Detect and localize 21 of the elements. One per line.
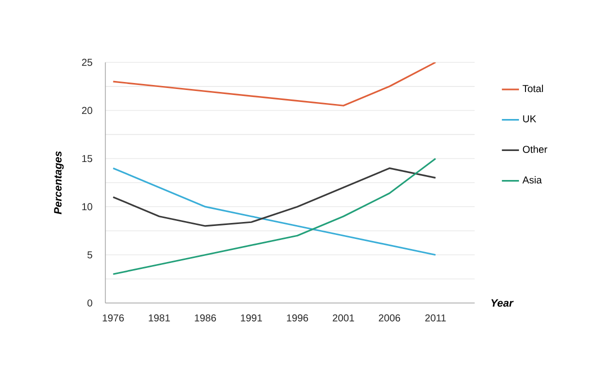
line-series	[112, 167, 436, 227]
y-tick-label: 25	[82, 58, 92, 66]
y-axis-title: Percentages	[54, 151, 64, 214]
y-tick-label: 15	[82, 155, 92, 162]
y-tick-label: 5	[87, 251, 92, 258]
legend-label: UK	[523, 115, 536, 122]
x-axis-title: Year	[491, 299, 514, 307]
x-tick-label: 1986	[194, 314, 216, 322]
x-tick-label: 1976	[102, 314, 124, 322]
x-tick-label: 2011	[425, 314, 446, 322]
y-tick-label: 20	[82, 106, 92, 114]
x-tick-label: 2001	[332, 314, 354, 322]
legend-label: Other	[522, 146, 548, 153]
x-tick-label: 1981	[148, 314, 170, 322]
legend-label: Asia	[522, 176, 542, 184]
x-tick-label: 1991	[240, 314, 262, 322]
y-tick-label: 0	[87, 299, 92, 307]
x-tick-label: 2006	[378, 314, 400, 322]
x-tick-label: 1996	[287, 314, 308, 322]
y-tick-label: 10	[82, 203, 92, 210]
legend-label: Total	[522, 84, 543, 92]
